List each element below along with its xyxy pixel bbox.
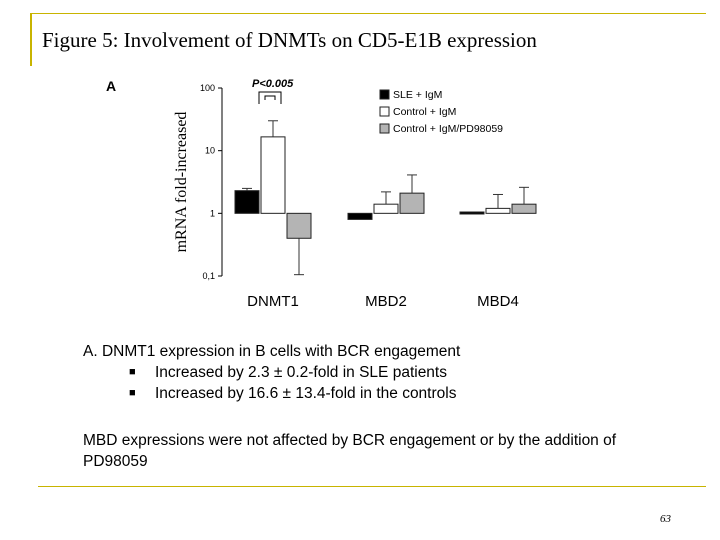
top-rule <box>30 13 706 14</box>
y-tick-label: 10 <box>205 146 215 156</box>
bullet-icon: ■ <box>129 387 136 399</box>
caption-bullet-1: ■ Increased by 2.3 ± 0.2-fold in SLE pat… <box>83 362 460 383</box>
bullet-icon: ■ <box>129 366 136 378</box>
y-axis-label: mRNA fold-increased <box>173 112 190 253</box>
bar-chart: 0,1 1 10 100 mRNA fold-increased A DNMT1 MBD2 MB… <box>106 78 537 310</box>
page-number: 63 <box>660 513 671 525</box>
panel-label: A <box>106 78 116 94</box>
left-rule <box>30 13 32 66</box>
legend-swatch <box>379 89 390 100</box>
x-tick-label: MBD2 <box>365 293 407 310</box>
legend-label: Control + IgM/PD98059 <box>393 123 503 135</box>
significance-annotation: P<0.005 <box>252 78 294 90</box>
bar <box>260 136 286 214</box>
y-tick-label: 1 <box>210 208 215 218</box>
y-tick-label: 0,1 <box>202 271 215 281</box>
caption-heading: A. DNMT1 expression in B cells with BCR … <box>83 343 461 360</box>
mbd-note: MBD expressions were not affected by BCR… <box>83 432 617 470</box>
caption-bullet-2: ■ Increased by 16.6 ± 13.4-fold in the c… <box>83 383 460 404</box>
bar <box>511 203 537 214</box>
bullet-text: Increased by 2.3 ± 0.2-fold in SLE patie… <box>155 364 447 381</box>
bar <box>399 192 425 214</box>
bar <box>459 211 485 215</box>
legend-label: SLE + IgM <box>393 89 442 101</box>
significance-bracket <box>258 91 282 104</box>
bullet-text: Increased by 16.6 ± 13.4-fold in the con… <box>155 385 457 402</box>
x-tick-label: MBD4 <box>477 293 519 310</box>
bottom-rule <box>38 486 706 487</box>
bar <box>485 207 511 214</box>
significance-bracket-inner <box>264 95 276 100</box>
bar <box>234 190 260 214</box>
slide-title: Figure 5: Involvement of DNMTs on CD5-E1… <box>42 28 537 52</box>
legend-swatch <box>379 123 390 134</box>
x-tick-label: DNMT1 <box>247 293 299 310</box>
caption: A. DNMT1 expression in B cells with BCR … <box>83 341 460 404</box>
bar <box>286 212 312 239</box>
bar <box>373 203 399 214</box>
bar <box>347 212 373 220</box>
legend-label: Control + IgM <box>393 106 456 118</box>
y-tick-label: 100 <box>200 83 215 93</box>
legend-swatch <box>379 106 390 117</box>
